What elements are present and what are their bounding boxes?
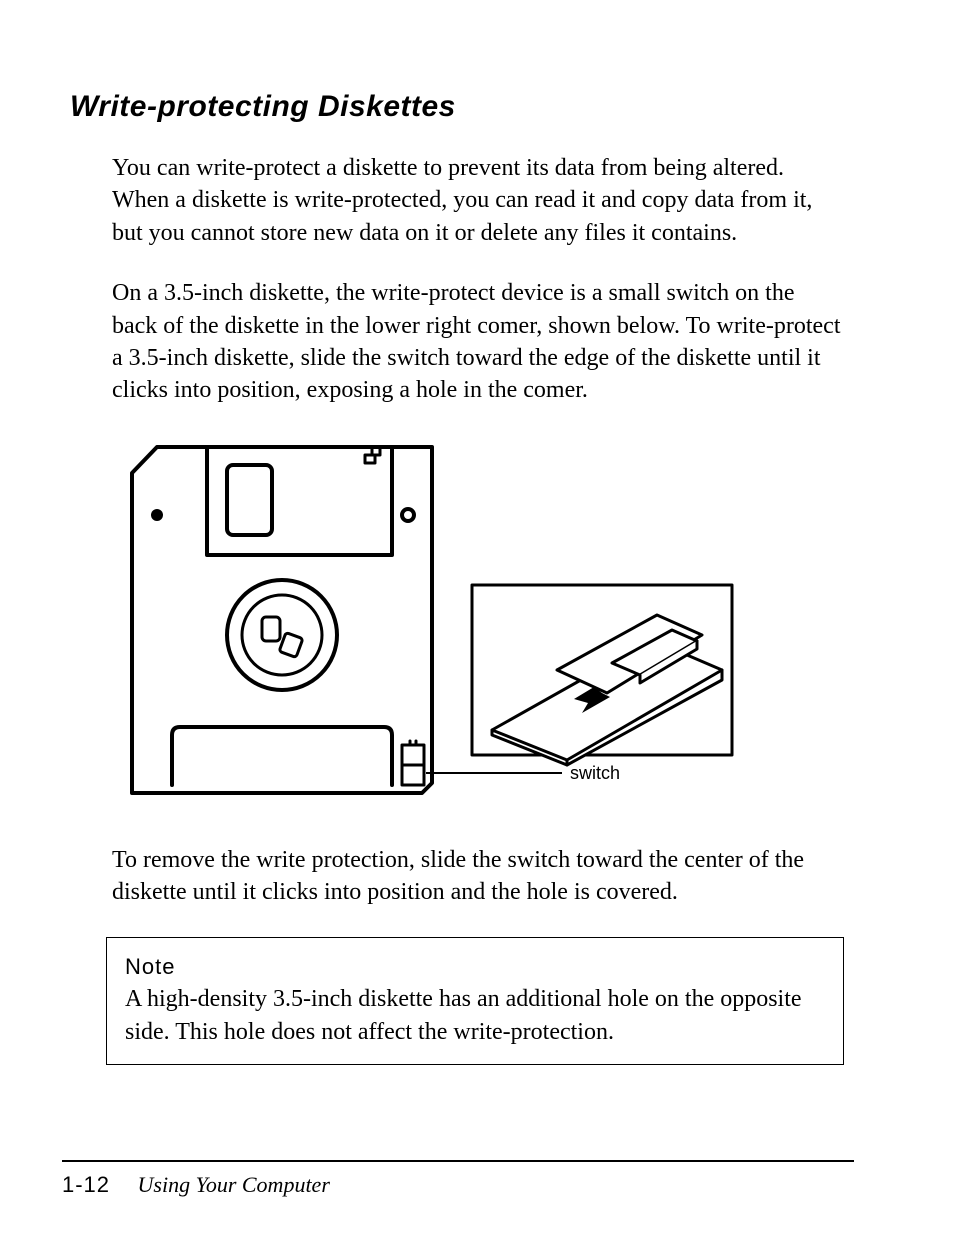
paragraph-1: You can write-protect a diskette to prev… <box>112 152 844 249</box>
page-footer: 1-12 Using Your Computer <box>62 1172 330 1198</box>
page: Write-protecting Diskettes You can write… <box>0 0 954 1238</box>
diskette-svg: switch <box>112 435 752 815</box>
switch-label: switch <box>570 763 620 783</box>
note-body: A high-density 3.5-inch diskette has an … <box>125 986 802 1044</box>
page-number: 1-12 <box>62 1172 110 1197</box>
paragraph-2: On a 3.5-inch diskette, the write-protec… <box>112 277 844 407</box>
book-title: Using Your Computer <box>138 1172 330 1197</box>
section-heading: Write-protecting Diskettes <box>70 90 854 124</box>
footer-rule <box>62 1160 854 1162</box>
paragraph-3: To remove the write protection, slide th… <box>112 844 844 909</box>
diskette-figure: switch <box>112 435 854 820</box>
note-title: Note <box>125 952 825 982</box>
body-block: You can write-protect a diskette to prev… <box>112 152 844 407</box>
note-box: Note A high-density 3.5-inch diskette ha… <box>106 937 844 1065</box>
body-block-2: To remove the write protection, slide th… <box>112 844 844 909</box>
